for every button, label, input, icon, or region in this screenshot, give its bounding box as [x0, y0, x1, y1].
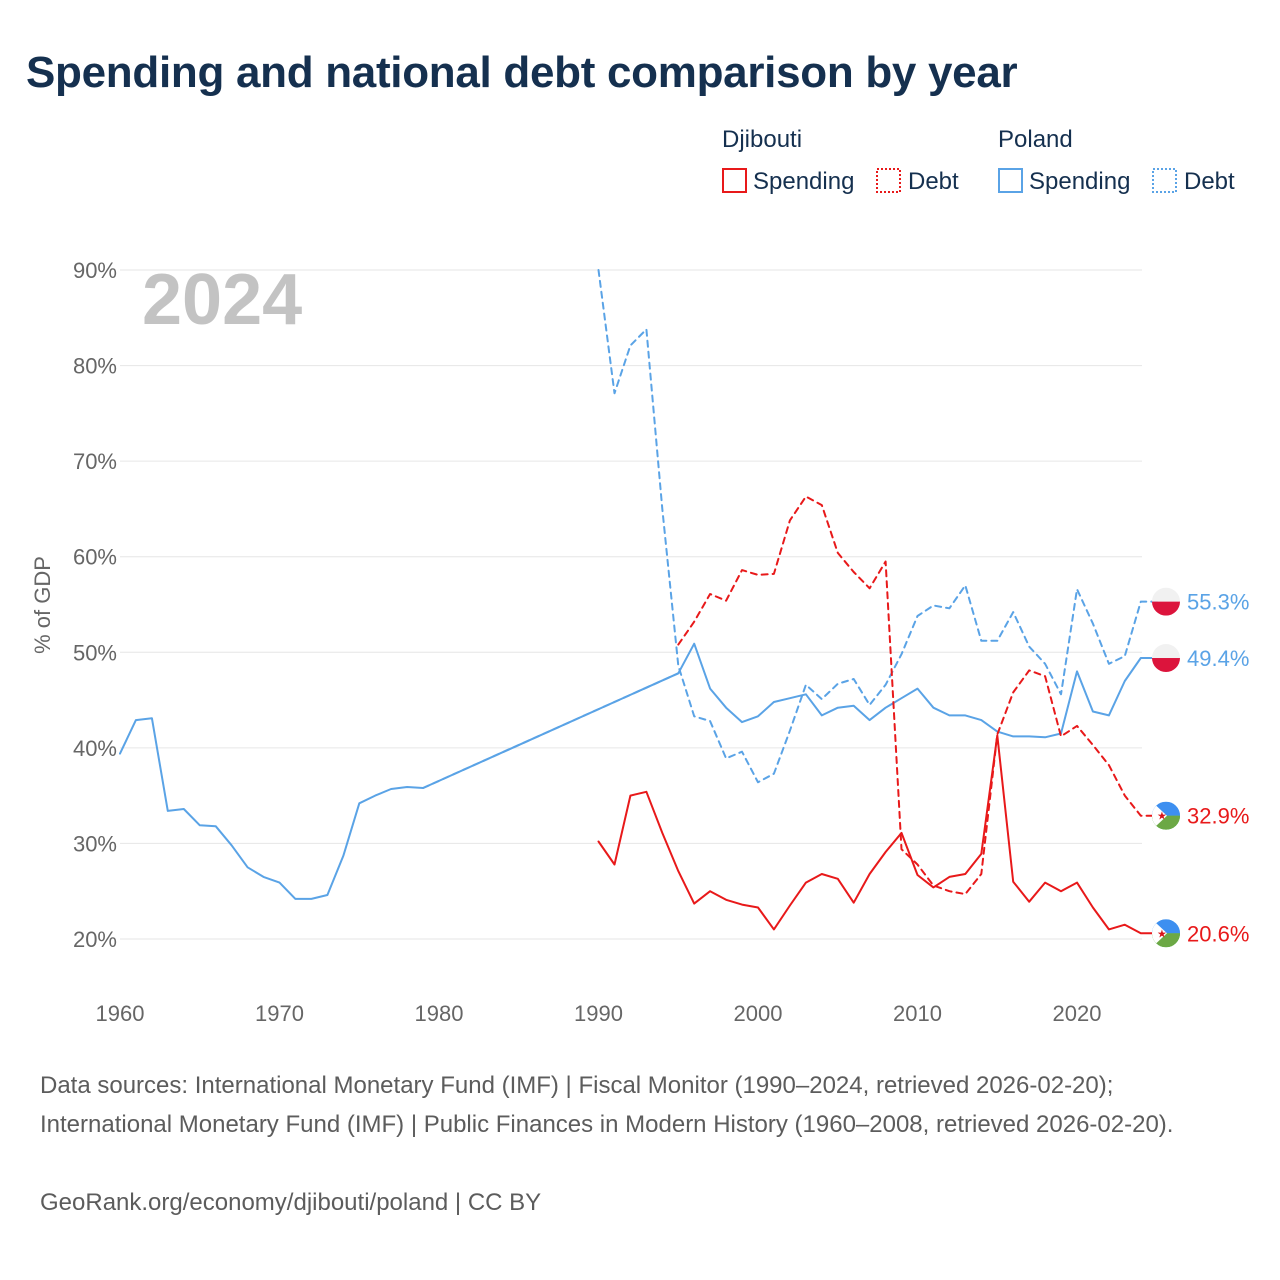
legend-spending-label: Spending — [1029, 168, 1130, 195]
data-sources: Data sources: International Monetary Fun… — [40, 1072, 1174, 1138]
poland-spending-end-label: 49.4% — [1187, 646, 1249, 671]
y-tick-label: 90% — [73, 258, 117, 283]
y-tick-label: 70% — [73, 449, 117, 474]
djibouti-debt-end-label: 32.9% — [1187, 804, 1249, 829]
djibouti-flag-icon: ★ — [1152, 919, 1180, 948]
legend-country-poland: Poland — [998, 126, 1073, 153]
legend-debt-swatch — [876, 168, 901, 193]
x-tick-label: 1990 — [574, 1001, 623, 1026]
credit-link[interactable]: GeoRank.org/economy/djibouti/poland | CC… — [40, 1189, 542, 1216]
y-tick-label: 60% — [73, 545, 117, 570]
djibouti-debt-dashed-line — [677, 495, 1158, 896]
y-tick-label: 80% — [73, 354, 117, 379]
y-axis-label: % of GDP — [30, 556, 55, 654]
poland-flag-icon — [1152, 644, 1180, 673]
chart-title: Spending and national debt comparison by… — [26, 48, 1018, 97]
legend-debt-label: Debt — [1184, 168, 1235, 195]
legend-spending-label: Spending — [753, 168, 854, 195]
y-tick-label: 20% — [73, 927, 117, 952]
y-tick-label: 30% — [73, 831, 117, 856]
legend-debt-swatch — [1152, 168, 1177, 193]
legend-country-djibouti: Djibouti — [722, 126, 802, 153]
legend-debt-label: Debt — [908, 168, 959, 195]
x-tick-label: 2000 — [734, 1001, 783, 1026]
poland-debt-end-label: 55.3% — [1187, 590, 1249, 615]
x-tick-label: 2020 — [1053, 1001, 1102, 1026]
svg-text:★: ★ — [1157, 927, 1167, 940]
x-tick-label: 1970 — [255, 1001, 304, 1026]
poland-spending-dashed-line — [422, 672, 680, 789]
year-watermark: 2024 — [142, 260, 302, 340]
legend-spending-swatch — [998, 168, 1023, 193]
y-tick-label: 40% — [73, 736, 117, 761]
poland-debt-dashed-line — [597, 269, 1158, 784]
poland-spending-line — [119, 642, 1158, 900]
x-tick-label: 2010 — [893, 1001, 942, 1026]
svg-text:★: ★ — [1157, 810, 1167, 823]
legend-spending-swatch — [722, 168, 747, 193]
poland-flag-icon — [1152, 587, 1180, 616]
y-tick-label: 50% — [73, 640, 117, 665]
x-tick-label: 1980 — [415, 1001, 464, 1026]
x-tick-label: 1960 — [96, 1001, 145, 1026]
djibouti-spending-line — [597, 734, 1158, 935]
djibouti-flag-icon: ★ — [1152, 801, 1180, 830]
djibouti-spending-end-label: 20.6% — [1187, 921, 1249, 946]
